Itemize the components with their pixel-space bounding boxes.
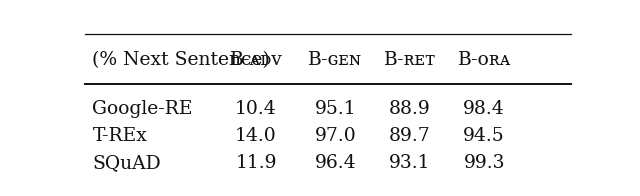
Text: 94.5: 94.5 bbox=[463, 127, 505, 145]
Text: B-ᴀᴅᴠ: B-ᴀᴅᴠ bbox=[230, 51, 282, 69]
Text: 10.4: 10.4 bbox=[236, 100, 277, 118]
Text: 95.1: 95.1 bbox=[315, 100, 356, 118]
Text: Google-RE: Google-RE bbox=[92, 100, 193, 118]
Text: 98.4: 98.4 bbox=[463, 100, 505, 118]
Text: 96.4: 96.4 bbox=[315, 154, 356, 172]
Text: 11.9: 11.9 bbox=[236, 154, 277, 172]
Text: 93.1: 93.1 bbox=[389, 154, 431, 172]
Text: B-ᴏʀᴀ: B-ᴏʀᴀ bbox=[458, 51, 511, 69]
Text: 14.0: 14.0 bbox=[236, 127, 277, 145]
Text: SQuAD: SQuAD bbox=[92, 154, 161, 172]
Text: (% Next Sentence): (% Next Sentence) bbox=[92, 51, 270, 69]
Text: B-ʀᴇᴛ: B-ʀᴇᴛ bbox=[383, 51, 436, 69]
Text: 97.0: 97.0 bbox=[315, 127, 356, 145]
Text: 88.9: 88.9 bbox=[389, 100, 431, 118]
Text: B-ɢᴇɴ: B-ɢᴇɴ bbox=[308, 51, 362, 69]
Text: T-REx: T-REx bbox=[92, 127, 147, 145]
Text: 99.3: 99.3 bbox=[463, 154, 505, 172]
Text: 89.7: 89.7 bbox=[389, 127, 431, 145]
